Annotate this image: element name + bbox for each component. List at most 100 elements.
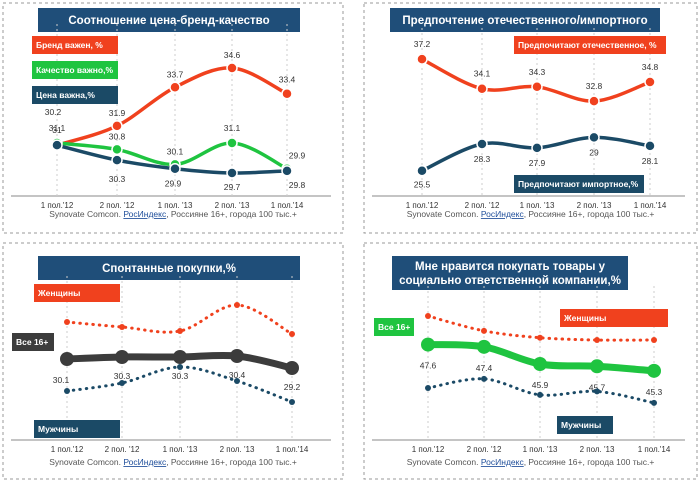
x-tick-label: 1 пол.'12 [51, 445, 84, 454]
series-point-dark [173, 350, 187, 364]
legend-box [32, 61, 118, 79]
series-point-red [111, 120, 123, 132]
source-link[interactable]: РосИндекс [123, 457, 167, 467]
series-point-navy [169, 162, 181, 175]
series-point-red [289, 331, 295, 337]
data-label: 27.9 [529, 158, 546, 168]
source-link[interactable]: РосИндекс [481, 209, 525, 219]
chart-title-box [392, 256, 628, 290]
series-point-navy [476, 138, 488, 150]
series-point-red [226, 62, 238, 74]
data-label: 33.4 [279, 75, 296, 85]
series-point-navy [416, 164, 428, 177]
legend-label: Предпочитают импортное,% [518, 179, 639, 189]
source-link[interactable]: РосИндекс [123, 209, 167, 219]
chart-panel-2: Предпочтение отечественного/импортного 1 … [363, 2, 698, 234]
series-point-navy [425, 385, 431, 391]
x-tick-label: 2 пол. '12 [467, 445, 502, 454]
legend-box [514, 175, 644, 193]
chart-panel-3: Спонтанные покупки,% 1 пол.'12 2 пол. '12 1… [2, 242, 344, 480]
x-tick-label: 2 пол. '13 [577, 201, 612, 210]
legend-box [374, 318, 414, 336]
series-point-red [476, 82, 488, 95]
source-note: Synovate Comcon. РосИндекс, Россияне 16+… [49, 457, 297, 467]
x-tick-label: 1 пол.'14 [638, 445, 671, 454]
chart-title: Предпочтение отечественного/импортного [402, 15, 647, 27]
data-label: 30.3 [109, 174, 126, 184]
legend-label: Качество важно,% [36, 65, 113, 75]
x-tick-label: 2 пол. '12 [100, 201, 135, 210]
data-label: 29.9 [289, 151, 306, 161]
data-label: 47.4 [476, 363, 493, 373]
source-prefix: Synovate Comcon. [49, 209, 123, 219]
series-point-red [481, 327, 487, 334]
chart-title-box [38, 256, 300, 280]
data-label: 30.3 [114, 371, 131, 381]
series-point-navy [644, 140, 656, 152]
legend-label: Все 16+ [16, 337, 48, 347]
series-point-navy [111, 154, 123, 166]
x-tick-label: 1 пол.'14 [276, 445, 309, 454]
legend-label: Мужчины [38, 424, 78, 434]
legend-box [32, 36, 118, 54]
legend-box [32, 86, 118, 104]
x-tick-label: 2 пол. '13 [215, 201, 250, 210]
data-label: 34.8 [642, 62, 659, 72]
x-tick-label: 1 пол. '13 [158, 201, 193, 210]
series-point-red [425, 313, 431, 319]
series-point-navy [51, 139, 63, 151]
data-label: 31 [52, 125, 62, 135]
data-label: 29.2 [284, 382, 301, 392]
series-point-dark [285, 361, 299, 375]
data-label: 34.6 [224, 50, 241, 60]
series-point-red [416, 53, 428, 65]
chart-title: социально ответственной компании,% [399, 275, 621, 287]
series-point-navy [531, 142, 543, 154]
series-point-navy [289, 399, 295, 405]
chart-panel-1: Соотношение цена-бренд-качество 1 пол.'12… [2, 2, 344, 234]
series-point-dark [230, 349, 244, 363]
data-label: 28.1 [642, 156, 659, 166]
series-line-navy [426, 377, 656, 405]
data-label: 34.3 [529, 67, 546, 77]
legend-box [34, 284, 120, 302]
series-point-navy [177, 364, 183, 370]
series-point-red [64, 319, 70, 325]
source-suffix: , Россияне 16+, города 100 тыс.+ [524, 209, 655, 219]
data-label: 45.9 [532, 380, 549, 390]
chart-panel-4: Мне нравится покупать товары у социально … [363, 242, 698, 480]
series-line-red [426, 314, 656, 342]
legend-box [557, 416, 613, 434]
data-label: 37.2 [414, 39, 431, 49]
source-suffix: , Россияне 16+, города 100 тыс.+ [166, 457, 297, 467]
chart-title: Соотношение цена-бренд-качество [68, 15, 269, 27]
series-point-red [234, 302, 240, 308]
series-point-navy [594, 388, 600, 395]
series-point-green [533, 357, 547, 371]
x-tick-label: 2 пол. '13 [580, 445, 615, 454]
series-point-green [111, 143, 123, 156]
series-point-navy [119, 380, 125, 386]
chart-title-box [38, 8, 300, 32]
x-tick-label: 1 пол. '13 [163, 445, 198, 454]
data-label: 25.5 [414, 180, 431, 190]
series-point-red [588, 95, 600, 107]
data-label: 30.8 [109, 131, 126, 141]
series-point-red [594, 337, 600, 343]
series-point-red [644, 76, 656, 88]
series-point-red [531, 81, 543, 93]
data-label: 30.1 [53, 375, 70, 385]
legend-label: Цена важна,% [36, 90, 95, 100]
x-tick-label: 1 пол.'14 [271, 201, 304, 210]
source-link[interactable]: РосИндекс [481, 457, 525, 467]
legend-box [12, 333, 54, 351]
series-point-navy [226, 167, 238, 179]
x-tick-label: 1 пол.'12 [406, 201, 439, 210]
series-point-green [647, 363, 661, 378]
legend-label: Мужчины [561, 420, 601, 430]
data-label: 31.1 [49, 123, 66, 133]
data-label: 30.3 [172, 371, 189, 381]
series-point-red [281, 87, 293, 100]
legend-box [514, 36, 666, 54]
data-label: 34.1 [474, 69, 491, 79]
